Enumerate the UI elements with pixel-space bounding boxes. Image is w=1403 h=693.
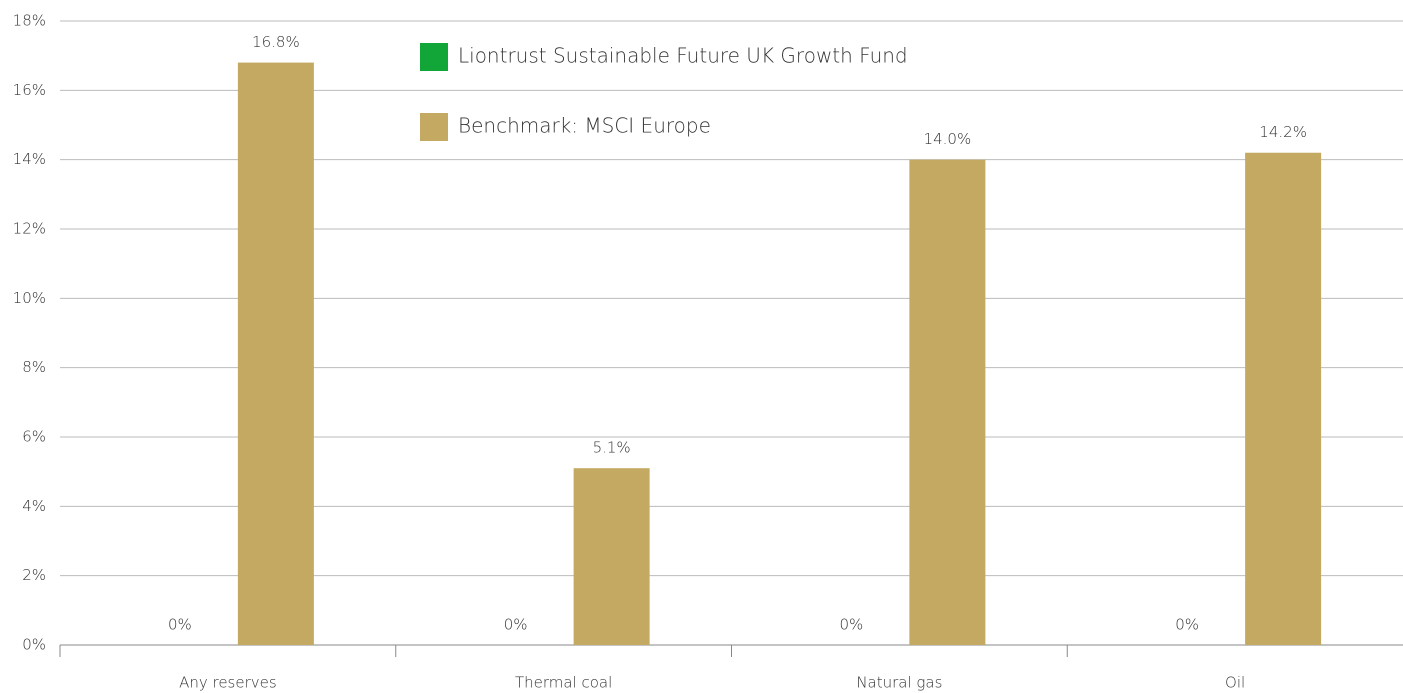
y-tick-label: 10% (13, 289, 46, 307)
value-label: 0% (504, 616, 528, 634)
y-tick-label: 2% (22, 566, 46, 584)
y-tick-label: 18% (13, 12, 46, 30)
y-tick-label: 14% (13, 150, 46, 168)
y-tick-label: 4% (22, 497, 46, 515)
y-tick-label: 6% (22, 428, 46, 446)
value-label: 14.2% (1259, 123, 1307, 141)
x-tick-label: Thermal coal (515, 674, 612, 692)
y-tick-label: 8% (22, 358, 46, 376)
value-label: 5.1% (593, 439, 631, 457)
legend-text: Liontrust Sustainable Future UK Growth F… (458, 44, 908, 68)
y-tick-label: 0% (22, 636, 46, 654)
bar (573, 468, 650, 645)
bar (1245, 152, 1322, 645)
value-label: 14.0% (924, 130, 972, 148)
value-label: 16.8% (252, 33, 300, 51)
value-label: 0% (1175, 616, 1199, 634)
y-tick-label: 12% (13, 220, 46, 238)
legend-swatch (420, 43, 448, 71)
y-tick-label: 16% (13, 81, 46, 99)
bar (909, 159, 986, 645)
bar (237, 62, 314, 646)
value-label: 0% (168, 616, 192, 634)
x-tick-label: Natural gas (856, 674, 942, 692)
value-label: 0% (839, 616, 863, 634)
legend-swatch (420, 113, 448, 141)
x-tick-label: Oil (1225, 674, 1245, 692)
x-tick-label: Any reserves (179, 674, 277, 692)
legend-text: Benchmark: MSCI Europe (458, 114, 711, 138)
